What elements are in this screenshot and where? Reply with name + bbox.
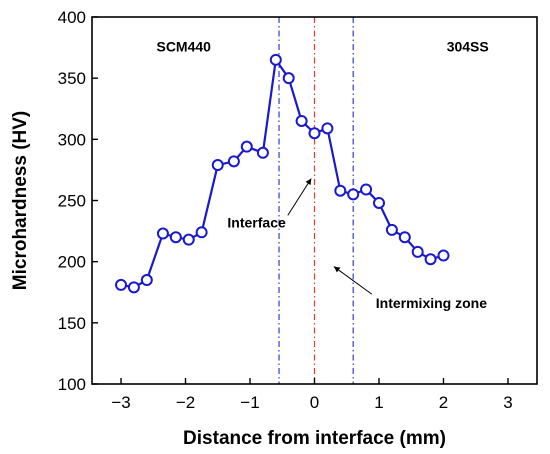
y-axis-label: Microhardness (HV) [10,111,31,290]
data-point [437,249,450,262]
data-point [227,155,240,168]
data-point [195,226,208,239]
data-point [398,231,411,244]
x-tick-label: −2 [176,393,195,412]
data-point [169,231,182,244]
annotations-layer: SCM440 304SS Interface Intermixing zone [156,38,488,311]
x-axis-label: Distance from interface (mm) [183,428,446,449]
x-tick-label: −1 [240,393,259,412]
data-point [269,53,282,66]
axis-ticks: −3 −2 −1 0 1 2 3 100 150 200 250 300 350 400 [58,8,513,412]
data-point [295,114,308,127]
data-point [424,253,437,266]
data-point [140,274,153,287]
data-point [182,233,195,246]
data-point [156,227,169,240]
data-point [334,184,347,197]
series-layer [115,53,450,294]
data-point [240,140,253,153]
annotation-label: 304SS [447,38,489,54]
x-tick-label: 3 [503,393,512,412]
y-tick-label: 100 [58,375,86,394]
series-line-0 [120,58,444,289]
data-point [347,188,360,201]
y-tick-label: 150 [58,314,86,333]
annotation-label: Intermixing zone [376,295,487,311]
data-point [115,278,128,291]
reference-lines [278,17,354,384]
x-tick-label: 2 [439,393,448,412]
data-point [321,122,334,135]
y-tick-label: 350 [58,69,86,88]
data-point [385,223,398,236]
data-point [211,159,224,172]
data-point [411,245,424,258]
annotation-arrow [333,266,373,295]
data-point [127,281,140,294]
x-tick-label: −3 [111,393,130,412]
y-tick-label: 200 [58,253,86,272]
x-tick-label: 0 [310,393,319,412]
annotation-arrow [287,178,312,216]
y-tick-label: 400 [58,8,86,27]
annotation-label: SCM440 [156,38,211,54]
data-point [308,127,321,140]
y-tick-label: 300 [58,130,86,149]
x-tick-label: 1 [374,393,383,412]
data-point [372,196,385,209]
data-point [282,72,295,85]
data-point [256,146,269,159]
annotation-label: Interface [227,214,286,230]
data-point [360,183,373,196]
y-tick-label: 250 [58,192,86,211]
